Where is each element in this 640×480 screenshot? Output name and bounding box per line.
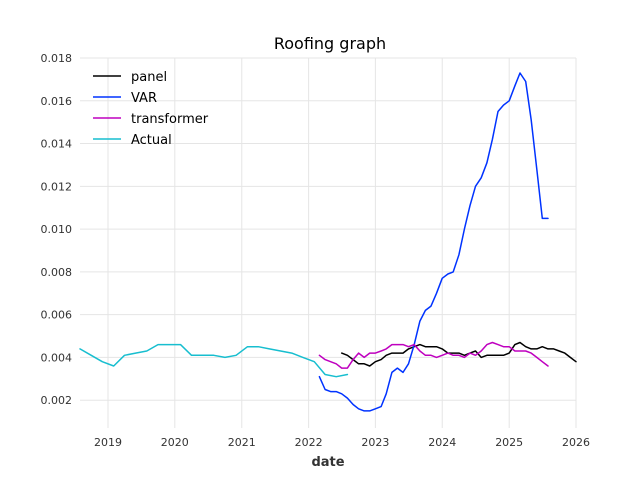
- x-tick-label: 2023: [361, 436, 389, 449]
- legend-label: transformer: [131, 112, 209, 127]
- legend: panel VAR transformer Actual: [93, 70, 209, 148]
- x-tick-label: 2026: [562, 436, 590, 449]
- x-tick-label: 2020: [161, 436, 189, 449]
- grid: [80, 57, 577, 428]
- y-tick-label: 0.010: [41, 223, 73, 236]
- y-tick-label: 0.016: [41, 95, 73, 108]
- y-tick-label: 0.014: [41, 138, 73, 151]
- x-axis-label: date: [311, 455, 344, 470]
- series-group: [79, 72, 577, 412]
- y-tick-label: 0.004: [41, 351, 73, 364]
- series-line-transformer: [318, 341, 549, 369]
- axes: 2019 2020 2021 2022 2023 2024 2025 2026 0.002 0.0…: [41, 52, 591, 449]
- legend-label: panel: [131, 70, 167, 85]
- legend-label: Actual: [131, 133, 172, 148]
- x-tick-label: 2019: [94, 436, 122, 449]
- x-tick-label: 2022: [295, 436, 323, 449]
- x-tick-label: 2025: [495, 436, 523, 449]
- y-tick-label: 0.002: [41, 394, 73, 407]
- series-line-panel: [340, 341, 577, 367]
- y-tick-label: 0.018: [41, 52, 73, 65]
- chart-title: Roofing graph: [274, 34, 386, 53]
- x-tick-label: 2021: [228, 436, 256, 449]
- series-line-var: [318, 72, 549, 412]
- x-tick-label: 2024: [428, 436, 456, 449]
- y-tick-label: 0.008: [41, 266, 73, 279]
- legend-label: VAR: [131, 91, 157, 106]
- y-tick-label: 0.006: [41, 309, 73, 322]
- series-line-actual: [79, 343, 349, 378]
- y-tick-label: 0.012: [41, 180, 73, 193]
